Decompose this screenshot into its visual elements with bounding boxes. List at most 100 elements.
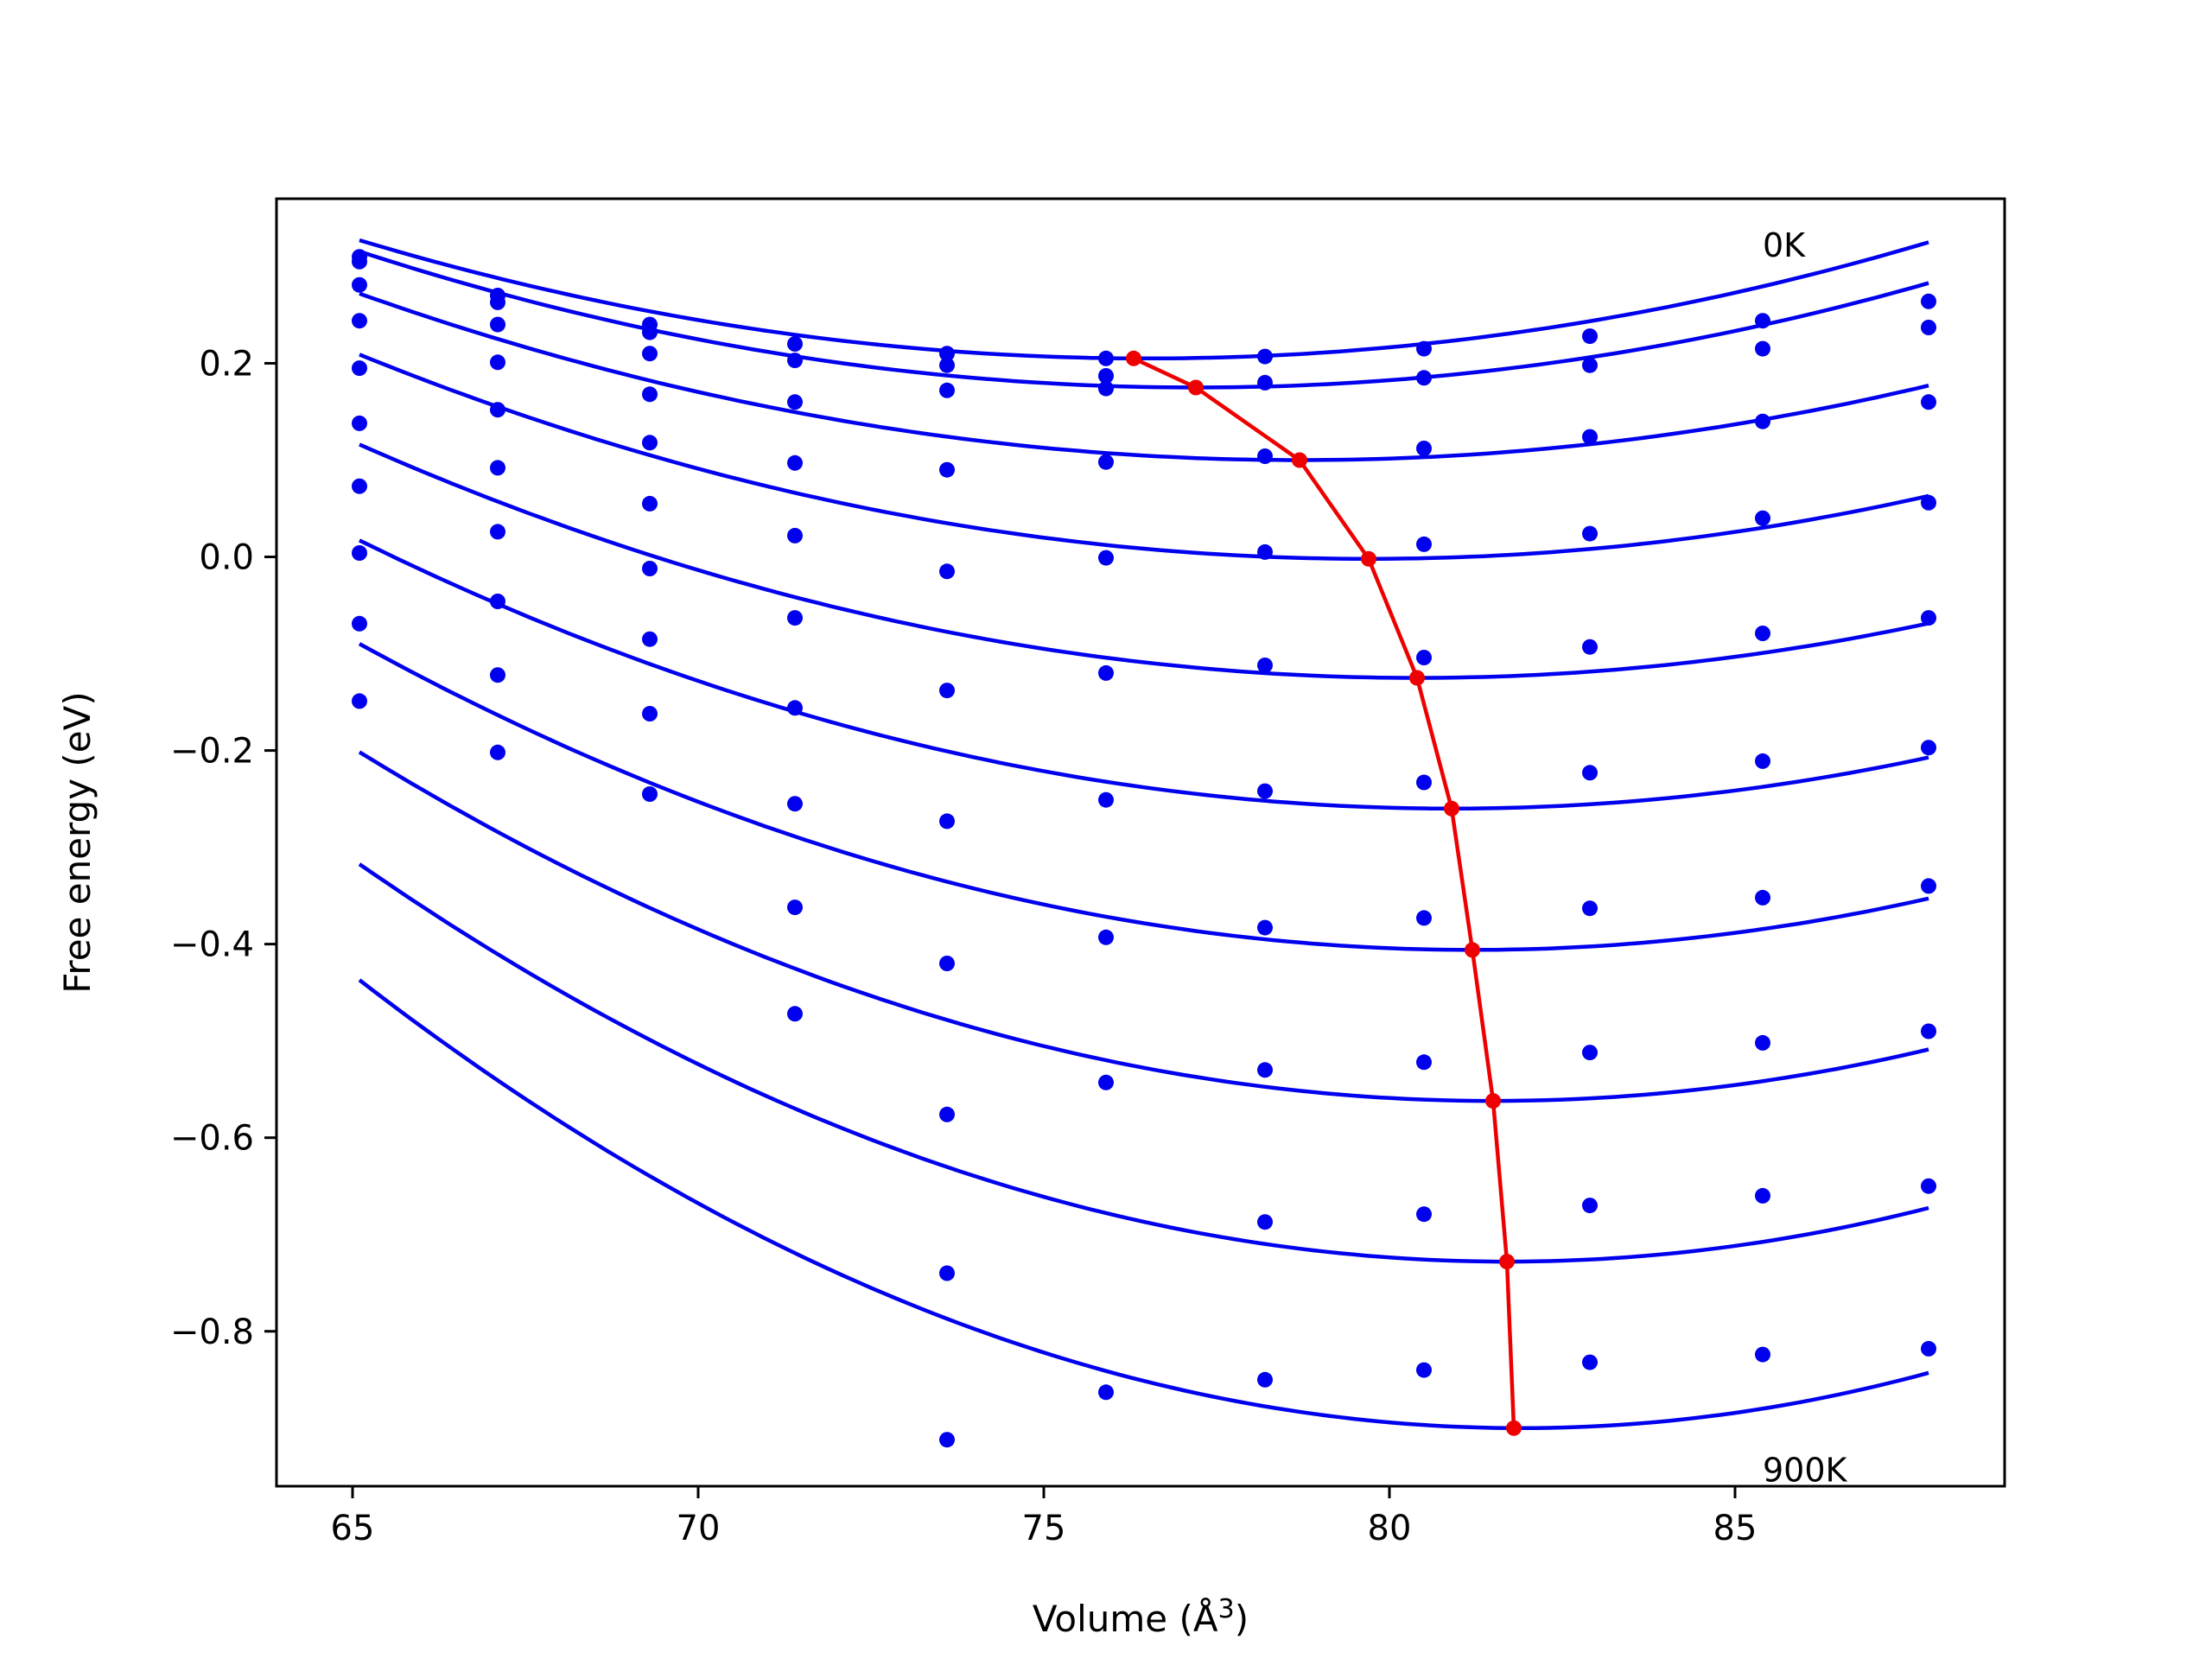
data-point (787, 700, 803, 716)
data-point (352, 253, 367, 270)
plot-frame (275, 197, 2006, 1488)
fit-curve-1 (359, 249, 1929, 390)
data-point (642, 706, 658, 721)
data-point (490, 594, 505, 609)
data-point (1755, 626, 1770, 641)
data-point (787, 899, 803, 916)
y-tick-label: −0.2 (170, 732, 254, 772)
fit-curve-3 (359, 353, 1929, 562)
data-point (1416, 1362, 1432, 1378)
y-tick-label: −0.4 (170, 925, 254, 965)
minimum-point (1409, 670, 1425, 686)
data-point (352, 545, 367, 561)
fit-curves (358, 238, 1929, 1431)
data-point (642, 786, 658, 802)
data-point (642, 631, 658, 647)
fit-curve-6 (358, 642, 1929, 952)
data-point (1098, 664, 1114, 681)
data-point (1416, 774, 1432, 791)
data-point (939, 357, 955, 373)
data-point (1755, 1187, 1770, 1204)
minimum-point (1506, 1420, 1522, 1436)
fit-curve-0 (359, 238, 1929, 361)
data-point (1098, 350, 1114, 366)
data-point (1416, 910, 1432, 926)
x-axis-label-main: Volume (Å (1033, 1597, 1218, 1640)
data-point (1921, 740, 1936, 756)
y-tick-label: 0.0 (199, 538, 254, 578)
data-point (939, 956, 955, 971)
x-axis-label-close: ) (1235, 1598, 1249, 1640)
data-point (1582, 1045, 1598, 1061)
data-point (1582, 429, 1598, 445)
data-point (1098, 380, 1114, 397)
fit-curve-4 (359, 442, 1929, 680)
annotations: 0K 900K (1763, 226, 1848, 1489)
data-point (352, 360, 367, 377)
data-point (1257, 448, 1273, 464)
data-point (1257, 1371, 1273, 1388)
y-tick-label: 0.2 (199, 344, 254, 384)
y-tick-label: −0.6 (170, 1119, 254, 1159)
minimum-point (1188, 379, 1204, 396)
data-point (642, 324, 658, 340)
data-point (1582, 328, 1598, 345)
data-point (1921, 610, 1936, 626)
data-point (787, 336, 803, 352)
data-point (352, 415, 367, 431)
y-axis-label: Free energy (eV) (56, 691, 99, 994)
data-point (939, 683, 955, 699)
data-point (1921, 1023, 1936, 1039)
data-point (1582, 900, 1598, 917)
data-point (1921, 1340, 1936, 1357)
data-point (1416, 536, 1432, 552)
data-point (490, 524, 505, 540)
data-point (1755, 510, 1770, 526)
data-point (1098, 1384, 1114, 1401)
data-point (1098, 1074, 1114, 1090)
data-point (1921, 293, 1936, 309)
fit-curve-9 (358, 978, 1929, 1431)
data-point (352, 615, 367, 632)
data-point (352, 313, 367, 329)
minimum-point (1126, 350, 1141, 366)
fit-curve-7 (358, 750, 1929, 1103)
data-point (1257, 1062, 1273, 1078)
data-point (1098, 791, 1114, 808)
data-point (1416, 1054, 1432, 1071)
data-points (352, 249, 1936, 1448)
data-point (1582, 639, 1598, 655)
data-point (490, 316, 505, 333)
data-point (1755, 889, 1770, 906)
data-point (787, 527, 803, 543)
data-point (787, 1006, 803, 1022)
data-point (642, 561, 658, 576)
data-point (490, 354, 505, 371)
minima-line (1126, 350, 1522, 1436)
data-point (1755, 313, 1770, 329)
minimum-point (1485, 1093, 1501, 1109)
data-point (1098, 550, 1114, 566)
x-tick-label: 75 (1022, 1509, 1066, 1548)
data-point (939, 1432, 955, 1448)
data-point (939, 1106, 955, 1122)
data-point (1257, 783, 1273, 799)
data-point (352, 276, 367, 293)
annotation-label: 0K (1763, 226, 1806, 264)
fit-curve-8 (358, 862, 1929, 1264)
minimum-point (1292, 452, 1307, 468)
data-point (352, 478, 367, 494)
data-point (490, 294, 505, 310)
data-point (642, 346, 658, 362)
annotation-label: 900K (1763, 1451, 1848, 1489)
data-point (939, 1265, 955, 1281)
data-point (939, 346, 955, 362)
data-point (1416, 441, 1432, 456)
y-tick-label: −0.8 (170, 1313, 254, 1352)
data-point (1921, 320, 1936, 335)
data-point (787, 394, 803, 410)
data-point (1921, 494, 1936, 511)
data-point (1257, 1214, 1273, 1230)
data-point (939, 382, 955, 398)
